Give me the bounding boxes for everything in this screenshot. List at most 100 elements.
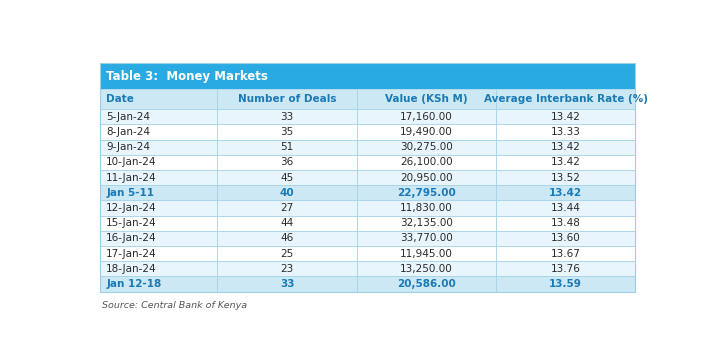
Bar (496, 109, 635, 124)
Bar (100, 140, 217, 155)
Text: 11,830.00: 11,830.00 (400, 203, 452, 213)
Text: 13.44: 13.44 (551, 203, 581, 213)
Text: 13.42: 13.42 (551, 142, 581, 152)
Text: Average Interbank Rate (%): Average Interbank Rate (%) (484, 94, 647, 104)
Bar (496, 89, 635, 109)
Bar (357, 246, 496, 261)
Text: 13.42: 13.42 (551, 157, 581, 167)
Bar (496, 124, 635, 140)
Bar (496, 216, 635, 231)
Text: 15-Jan-24: 15-Jan-24 (106, 218, 157, 228)
Text: 40: 40 (280, 188, 295, 198)
Bar (100, 109, 217, 124)
Text: 32,135.00: 32,135.00 (400, 218, 453, 228)
Bar (217, 231, 357, 246)
Bar (357, 185, 496, 200)
Text: Source: Central Bank of Kenya: Source: Central Bank of Kenya (103, 301, 247, 310)
Text: 13.59: 13.59 (549, 279, 582, 289)
Text: 11-Jan-24: 11-Jan-24 (106, 172, 157, 182)
Text: 13.42: 13.42 (551, 112, 581, 122)
Bar (357, 216, 496, 231)
Bar (100, 231, 217, 246)
Text: 23: 23 (280, 264, 294, 274)
Text: Number of Deals: Number of Deals (238, 94, 336, 104)
Text: 10-Jan-24: 10-Jan-24 (106, 157, 157, 167)
Bar (100, 216, 217, 231)
Bar (357, 231, 496, 246)
Text: 17-Jan-24: 17-Jan-24 (106, 248, 157, 258)
Bar (100, 124, 217, 140)
Bar (496, 170, 635, 185)
Bar (217, 246, 357, 261)
Text: 20,586.00: 20,586.00 (397, 279, 456, 289)
Bar (357, 200, 496, 216)
Text: 18-Jan-24: 18-Jan-24 (106, 264, 157, 274)
Bar (357, 109, 496, 124)
Text: 51: 51 (280, 142, 294, 152)
Bar (100, 89, 217, 109)
Text: 5-Jan-24: 5-Jan-24 (106, 112, 151, 122)
Bar (100, 170, 217, 185)
Text: Value (KSh M): Value (KSh M) (385, 94, 467, 104)
Bar (100, 185, 217, 200)
Bar (217, 261, 357, 276)
Bar (217, 89, 357, 109)
Text: 22,795.00: 22,795.00 (397, 188, 456, 198)
Bar (100, 64, 635, 89)
Text: 13.42: 13.42 (549, 188, 582, 198)
Text: 11,945.00: 11,945.00 (400, 248, 453, 258)
Bar (496, 200, 635, 216)
Text: 33: 33 (280, 279, 295, 289)
Bar (496, 185, 635, 200)
Text: 25: 25 (280, 248, 294, 258)
Text: Table 3:  Money Markets: Table 3: Money Markets (106, 70, 268, 82)
Bar (217, 216, 357, 231)
Text: 9-Jan-24: 9-Jan-24 (106, 142, 151, 152)
Bar (496, 140, 635, 155)
Text: 26,100.00: 26,100.00 (400, 157, 452, 167)
Bar (100, 276, 217, 292)
Text: 44: 44 (280, 218, 294, 228)
Text: 33,770.00: 33,770.00 (400, 233, 452, 243)
Bar (496, 231, 635, 246)
Text: 13,250.00: 13,250.00 (400, 264, 452, 274)
Bar (357, 261, 496, 276)
Text: 20,950.00: 20,950.00 (400, 172, 452, 182)
Text: Jan 5-11: Jan 5-11 (106, 188, 154, 198)
Bar (496, 261, 635, 276)
Text: 36: 36 (280, 157, 294, 167)
Text: 13.33: 13.33 (551, 127, 581, 137)
Bar (100, 155, 217, 170)
Bar (357, 140, 496, 155)
Text: 30,275.00: 30,275.00 (400, 142, 452, 152)
Bar (217, 155, 357, 170)
Bar (217, 124, 357, 140)
Bar (496, 276, 635, 292)
Bar (357, 276, 496, 292)
Text: 8-Jan-24: 8-Jan-24 (106, 127, 151, 137)
Text: 19,490.00: 19,490.00 (400, 127, 452, 137)
Text: 13.60: 13.60 (551, 233, 581, 243)
Text: 16-Jan-24: 16-Jan-24 (106, 233, 157, 243)
Text: 13.76: 13.76 (551, 264, 581, 274)
Bar (217, 185, 357, 200)
Text: 46: 46 (280, 233, 294, 243)
Bar (100, 200, 217, 216)
Text: 35: 35 (280, 127, 294, 137)
Text: 17,160.00: 17,160.00 (400, 112, 452, 122)
Bar (357, 124, 496, 140)
Bar (217, 276, 357, 292)
Text: 45: 45 (280, 172, 294, 182)
Bar (496, 155, 635, 170)
Text: 13.52: 13.52 (551, 172, 581, 182)
Text: 33: 33 (280, 112, 294, 122)
Text: 12-Jan-24: 12-Jan-24 (106, 203, 157, 213)
Bar (357, 170, 496, 185)
Bar (217, 109, 357, 124)
Bar (100, 261, 217, 276)
Text: Date: Date (106, 94, 134, 104)
Bar (100, 246, 217, 261)
Bar (357, 89, 496, 109)
Bar (217, 200, 357, 216)
Bar (357, 155, 496, 170)
